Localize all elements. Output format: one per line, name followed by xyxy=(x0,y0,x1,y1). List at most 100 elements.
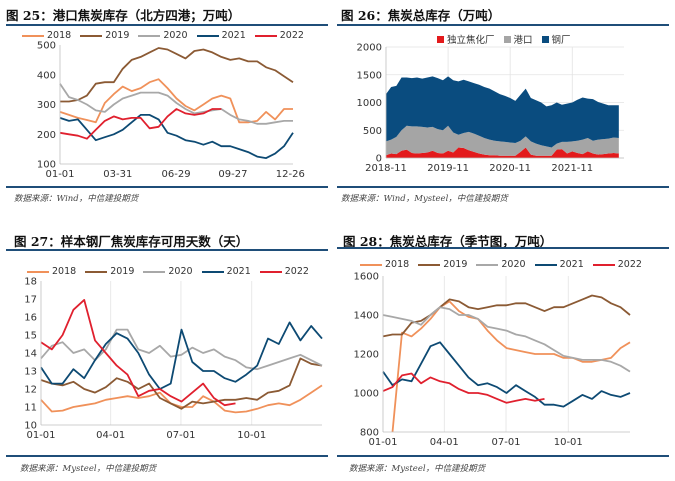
x-tick-label: 10-01 xyxy=(554,437,583,448)
legend-label: 2019 xyxy=(105,30,130,41)
legend-label: 独立焦化厂 xyxy=(447,35,495,46)
legend-item-2019: 2019 xyxy=(80,30,129,41)
x-tick-label: 07-01 xyxy=(491,437,520,448)
x-tick-label: 09-27 xyxy=(218,169,247,180)
y-tick-label: 500 xyxy=(363,126,382,137)
legend-label: 2022 xyxy=(284,266,309,277)
y-tick-label: 13 xyxy=(24,367,37,378)
y-tick-label: 300 xyxy=(37,100,56,111)
y-tick-label: 800 xyxy=(360,428,379,439)
legend-swatch xyxy=(534,263,557,266)
legend-label: 2020 xyxy=(168,266,193,277)
legend-item-2022: 2022 xyxy=(592,259,642,270)
figure-28-top-rule xyxy=(337,247,669,249)
y-tick-label: 1000 xyxy=(354,389,379,400)
x-tick-label: 2018-11 xyxy=(365,163,407,174)
y-tick-label: 0 xyxy=(376,154,382,165)
legend-label: 2021 xyxy=(221,30,246,41)
area-steel xyxy=(386,76,619,148)
legend-swatch xyxy=(196,34,219,37)
legend-swatch xyxy=(85,270,108,273)
y-tick-label: 1200 xyxy=(354,350,379,361)
legend-item-2021: 2021 xyxy=(196,30,246,41)
series-line-2019 xyxy=(40,357,323,410)
y-tick-label: 15 xyxy=(24,331,37,342)
y-tick-label: 100 xyxy=(37,160,56,171)
figure-27-top-rule xyxy=(6,249,328,251)
legend-swatch xyxy=(27,270,49,273)
legend-label: 2021 xyxy=(226,266,251,277)
legend-item-2018: 2018 xyxy=(22,30,71,41)
x-tick-label: 2019-11 xyxy=(427,163,469,174)
y-tick-label: 18 xyxy=(24,277,37,288)
figure-26-legend: 独立焦化厂 港口 钢厂 xyxy=(437,32,571,46)
y-tick-label: 400 xyxy=(37,70,56,81)
legend-label: 钢厂 xyxy=(551,35,571,46)
legend-swatch xyxy=(143,270,166,273)
series-line-2020 xyxy=(40,328,323,371)
y-tick-label: 11 xyxy=(24,403,37,414)
y-tick-label: 500 xyxy=(37,41,56,52)
legend-item-2021: 2021 xyxy=(201,266,251,277)
figure-28-source: 数据来源：Mysteel，中信建投期货 xyxy=(349,464,486,474)
y-tick-label: 2000 xyxy=(357,43,382,54)
y-tick-label: 10 xyxy=(24,421,37,432)
figure-27-bottom-rule xyxy=(6,455,328,457)
legend-label: 2020 xyxy=(501,259,526,270)
series-line-2018 xyxy=(40,384,323,414)
legend-label: 2018 xyxy=(385,259,410,270)
legend-label: 港口 xyxy=(513,35,533,46)
y-tick-label: 16 xyxy=(24,313,37,324)
legend-item-steel: 钢厂 xyxy=(541,32,571,46)
x-tick-label: 07-01 xyxy=(166,430,195,441)
legend-item-coking: 独立焦化厂 xyxy=(437,32,495,46)
legend-swatch xyxy=(201,270,224,273)
y-tick-label: 1600 xyxy=(354,272,379,283)
series-line-2022 xyxy=(382,372,545,404)
figure-25-legend: 2018 2019 2020 2021 2022 xyxy=(22,30,304,41)
x-tick-label: 01-01 xyxy=(45,169,74,180)
figure-28-bottom-rule xyxy=(337,455,669,457)
series-line-2020 xyxy=(59,83,293,125)
y-tick-label: 200 xyxy=(37,130,56,141)
x-tick-label: 01-01 xyxy=(368,437,397,448)
legend-label: 2018 xyxy=(47,30,72,41)
figure-26-bottom-rule xyxy=(337,186,669,188)
series-line-2022 xyxy=(40,299,236,407)
x-tick-label: 10-01 xyxy=(237,430,266,441)
legend-swatch xyxy=(254,34,277,37)
series-line-2021 xyxy=(40,321,323,390)
figure-27-legend: 2018 2019 2020 2021 2022 xyxy=(27,266,309,277)
legend-swatch xyxy=(259,270,282,273)
figure-25-source: 数据来源：Wind，中信建投期货 xyxy=(14,194,139,204)
figure-27-title: 图 27：样本钢厂焦炭库存可用天数（天） xyxy=(14,234,249,249)
legend-swatch xyxy=(503,35,511,43)
x-tick-label: 01-01 xyxy=(26,430,55,441)
legend-item-2019: 2019 xyxy=(85,266,134,277)
legend-item-2022: 2022 xyxy=(254,30,304,41)
x-tick-label: 12-26 xyxy=(276,169,305,180)
y-tick-label: 1400 xyxy=(354,311,379,322)
series-line-2019 xyxy=(382,294,631,338)
x-tick-label: 2021-11 xyxy=(551,163,593,174)
legend-item-2018: 2018 xyxy=(27,266,76,277)
figure-25-top-rule xyxy=(6,24,328,26)
legend-swatch xyxy=(592,263,615,266)
legend-label: 2019 xyxy=(443,259,468,270)
y-tick-label: 12 xyxy=(24,385,37,396)
series-line-2022 xyxy=(59,108,222,140)
legend-label: 2018 xyxy=(52,266,77,277)
area-port xyxy=(386,125,619,156)
series-line-2021 xyxy=(59,114,294,159)
legend-item-port: 港口 xyxy=(503,32,533,46)
series-line-2019 xyxy=(60,47,294,103)
y-tick-label: 1500 xyxy=(357,70,382,81)
figure-28-legend: 2018 2019 2020 2021 2022 xyxy=(360,259,642,270)
legend-label: 2019 xyxy=(110,266,135,277)
legend-item-2018: 2018 xyxy=(360,259,409,270)
legend-swatch xyxy=(360,263,382,266)
x-tick-label: 06-29 xyxy=(162,169,191,180)
y-tick-label: 17 xyxy=(24,295,37,306)
legend-item-2021: 2021 xyxy=(534,259,584,270)
